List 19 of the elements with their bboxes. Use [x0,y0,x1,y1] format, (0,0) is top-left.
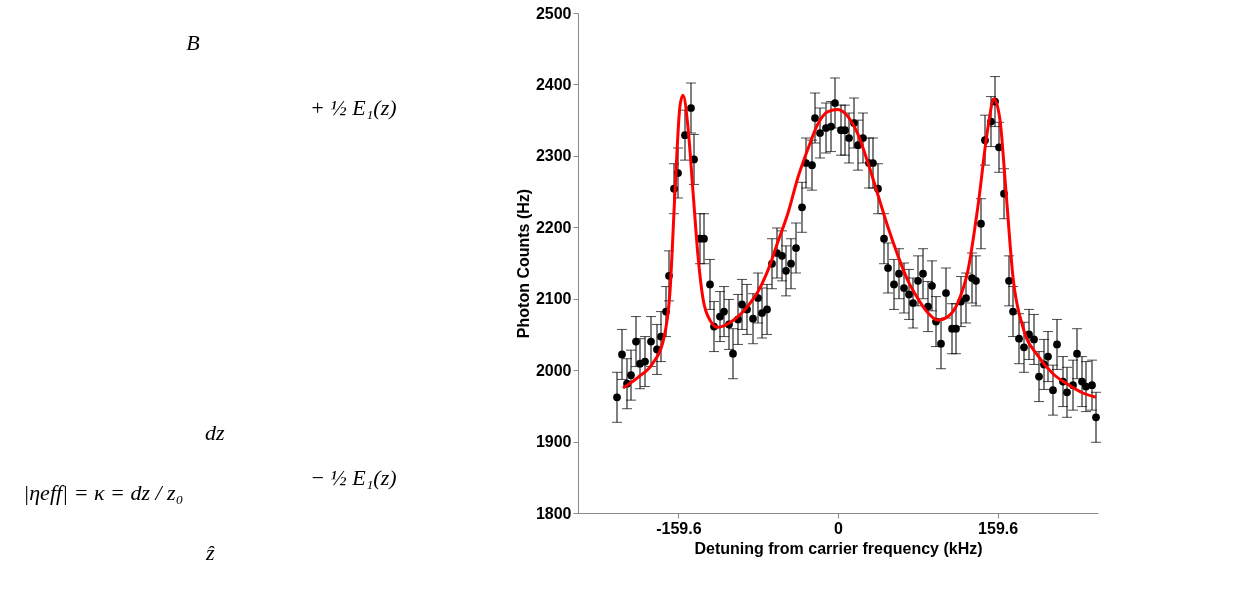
text: − ½ E₁(z) [309,465,397,490]
text: dz [205,420,226,445]
x-tick-label: -159.6 [656,519,702,537]
y-tick-label: 2100 [535,290,572,308]
y-tick-label: 2300 [535,147,572,165]
y-tick-label: 2200 [535,218,572,236]
y-tick-label: 2500 [535,4,572,22]
text: ẑ [205,540,216,565]
text: |ηeff| = κ = dz / z₀ [23,480,184,505]
text: + ½ E₁(z) [309,95,397,120]
x-tick-label: 0 [834,519,844,537]
y-tick-label: 2400 [535,75,572,93]
y-tick-label: 1800 [535,504,572,522]
x-tick-label: 159.6 [978,519,1019,537]
y-tick-label: 1900 [535,433,572,451]
y-tick-label: 2000 [535,361,572,379]
x-axis-title: Detuning from carrier frequency (kHz) [694,539,983,557]
y-axis-title: Photon Counts (Hz) [514,188,532,339]
text: B⃗ [186,30,217,55]
